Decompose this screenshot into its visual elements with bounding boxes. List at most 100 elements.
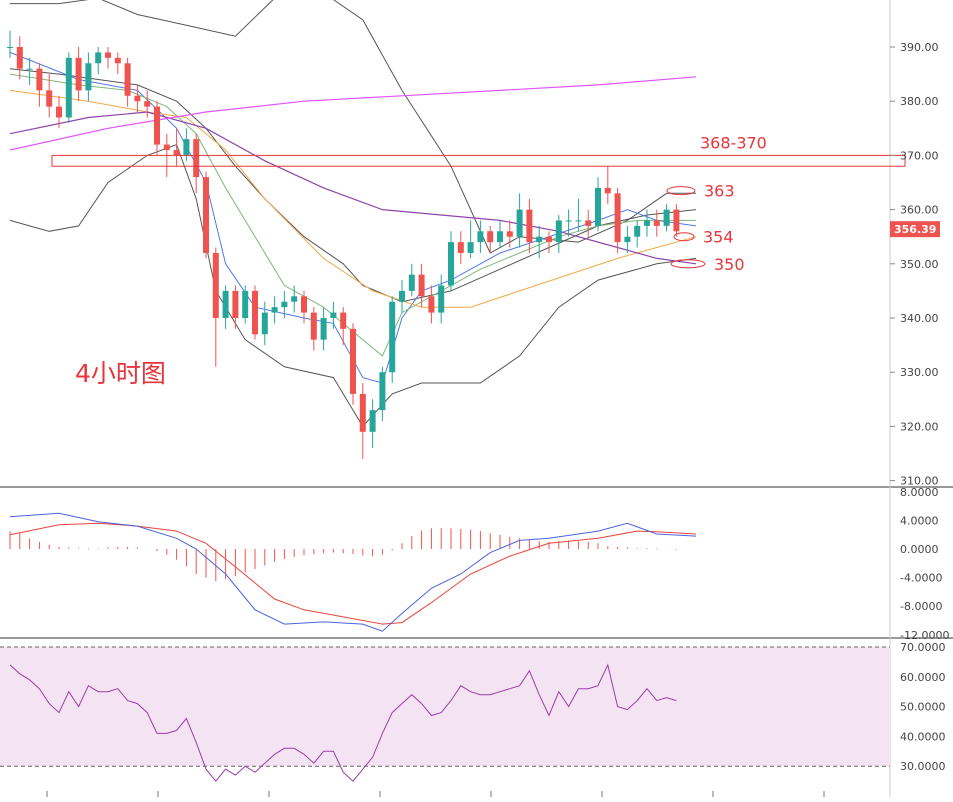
candle-down <box>673 209 680 232</box>
macd-tick-label: 4.0000 <box>900 514 939 527</box>
ma-magenta-line <box>9 76 697 151</box>
candle-down <box>526 209 533 243</box>
candle-up <box>438 285 445 313</box>
boll-upper-line <box>10 0 696 254</box>
candle-down <box>203 177 209 253</box>
rsi-band-layer <box>0 646 890 767</box>
candle-down <box>163 144 170 150</box>
price-tick-label: 380.00 <box>900 95 939 108</box>
candle-up <box>242 290 249 318</box>
candle-up <box>320 318 327 340</box>
price-tick-label: 390.00 <box>900 41 939 54</box>
boll-lower-line <box>9 143 697 428</box>
candle-up <box>634 225 641 237</box>
rsi-tick-label: 40.0000 <box>900 730 946 743</box>
candle-down <box>457 242 464 253</box>
candle-up <box>26 68 33 70</box>
candle-up <box>261 312 268 335</box>
candle-up <box>271 307 278 313</box>
candle-up <box>95 52 102 64</box>
candle-up <box>595 187 601 226</box>
candle-down <box>350 328 356 394</box>
candle-down <box>144 101 151 107</box>
rsi-line <box>9 663 677 782</box>
macd-tick-label: 0.0000 <box>900 543 939 556</box>
price-tick-label: 340.00 <box>900 312 939 325</box>
candle-up <box>389 301 396 373</box>
candle-down <box>359 393 366 432</box>
candle-up <box>575 220 582 222</box>
candle-up <box>516 209 523 237</box>
price-tick-label: 370.00 <box>900 149 939 162</box>
candle-down <box>193 139 200 178</box>
candle-down <box>487 231 494 243</box>
candle-up <box>330 312 337 318</box>
macd-tick-label: -4.0000 <box>900 572 942 585</box>
candle-down <box>340 312 347 329</box>
candle-up <box>663 209 670 226</box>
rsi-tick-label: 50.0000 <box>900 701 946 714</box>
candle-down <box>105 52 111 58</box>
resistance-zone-box <box>51 154 906 167</box>
chart-title: 4小时图 <box>75 359 166 388</box>
candle-down <box>310 312 317 340</box>
candle-down <box>46 90 53 107</box>
boll-mid-line <box>9 68 697 303</box>
annotations-layer: 368-370 363 354 350 <box>51 133 906 274</box>
candle-down <box>212 252 219 318</box>
ma-green-line <box>9 73 696 357</box>
current-price-label: 356.39 <box>894 223 936 236</box>
candle-up <box>467 242 474 253</box>
rsi-tick-label: 60.0000 <box>900 671 946 684</box>
candle-down <box>232 290 239 318</box>
candle-down <box>252 290 258 335</box>
rsi-band <box>0 647 890 767</box>
candle-down <box>134 95 141 102</box>
rsi-tick-label: 70.0000 <box>900 641 946 654</box>
rsi-tick-label: 30.0000 <box>900 760 946 773</box>
macd-tick-label: -8.0000 <box>900 600 942 613</box>
candle-up <box>7 47 13 48</box>
candle-down <box>418 274 425 297</box>
price-tick-label: 330.00 <box>900 366 939 379</box>
price-tick-label: 320.00 <box>900 420 939 433</box>
candle-up <box>477 231 484 243</box>
candle-up <box>644 220 650 226</box>
current-price-tag <box>890 221 940 238</box>
candle-up <box>222 290 229 318</box>
candles-layer <box>7 30 680 459</box>
macd-signal-line <box>9 522 697 625</box>
candle-up <box>565 220 572 222</box>
ma-orange-line <box>9 89 697 308</box>
macd-tick-label: -12.0000 <box>900 629 949 642</box>
candle-up <box>369 410 376 432</box>
candle-up <box>85 63 92 91</box>
candle-up <box>183 139 190 156</box>
candle-up <box>448 242 454 286</box>
candle-down <box>16 47 23 69</box>
macd-fast-line <box>9 512 697 632</box>
candle-up <box>555 220 562 243</box>
level-label: 363 <box>704 182 735 201</box>
candle-up <box>379 372 386 411</box>
candle-down <box>154 106 160 145</box>
candle-down <box>75 57 82 91</box>
candle-up <box>65 57 72 118</box>
candle-down <box>653 220 660 226</box>
price-tick-label: 360.00 <box>900 204 939 217</box>
price-tick-label: 310.00 <box>900 475 939 488</box>
level-marker-ellipse <box>670 259 706 269</box>
level-label: 354 <box>703 228 734 247</box>
macd-tick-label: 8.0000 <box>900 486 939 499</box>
candle-down <box>173 149 180 156</box>
rsi-layer <box>9 663 677 782</box>
price-tick-label: 350.00 <box>900 258 939 271</box>
axes-layer: 390.00 380.00 370.00 360.00 350.00 340.00 330.… <box>46 41 949 797</box>
candle-down <box>56 106 62 118</box>
candle-down <box>546 236 552 243</box>
candle-up <box>291 296 298 302</box>
candle-down <box>124 63 131 96</box>
candle-down <box>301 296 307 313</box>
